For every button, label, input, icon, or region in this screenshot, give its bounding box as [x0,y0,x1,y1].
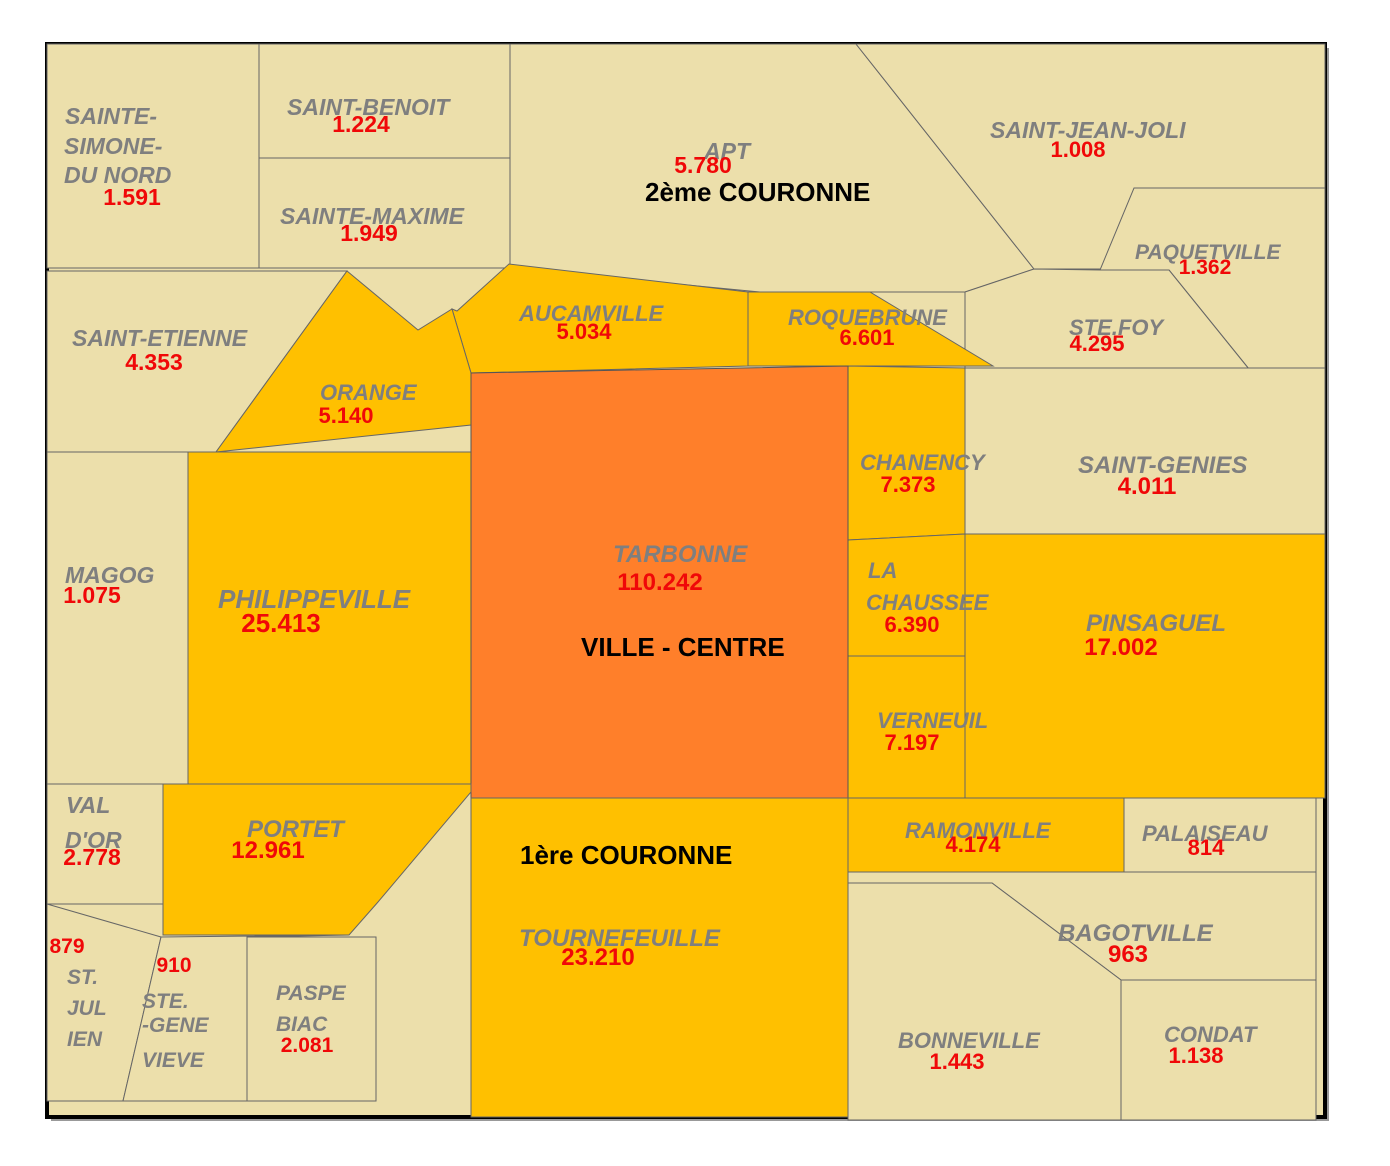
svg-text:1.008: 1.008 [1050,137,1105,162]
svg-text:2.081: 2.081 [281,1034,334,1057]
svg-text:2.778: 2.778 [63,844,121,870]
svg-text:SAINT-ETIENNE: SAINT-ETIENNE [72,325,248,351]
svg-text:1.138: 1.138 [1168,1043,1223,1068]
svg-text:4.174: 4.174 [945,832,1001,857]
svg-text:25.413: 25.413 [241,608,321,638]
svg-text:1.443: 1.443 [929,1049,984,1074]
svg-text:STE.: STE. [142,990,189,1013]
svg-text:12.961: 12.961 [231,837,304,864]
svg-text:TARBONNE: TARBONNE [613,541,748,568]
svg-text:4.353: 4.353 [125,349,183,375]
svg-text:ST.: ST. [67,966,98,989]
svg-text:4.011: 4.011 [1118,473,1177,500]
svg-text:-GENE: -GENE [142,1014,210,1037]
svg-text:1ère COURONNE: 1ère COURONNE [520,840,732,870]
svg-text:879: 879 [49,935,84,958]
svg-text:6.390: 6.390 [884,612,939,637]
svg-text:VAL: VAL [66,792,110,818]
svg-text:BIAC: BIAC [276,1013,328,1036]
svg-text:5.034: 5.034 [556,319,612,344]
svg-text:SAINTE-: SAINTE- [65,103,157,129]
svg-text:6.601: 6.601 [839,325,894,350]
svg-text:1.362: 1.362 [1179,256,1232,279]
svg-text:23.210: 23.210 [561,944,634,971]
svg-text:1.224: 1.224 [332,111,390,137]
svg-text:910: 910 [156,954,191,977]
svg-text:5.140: 5.140 [318,403,373,428]
svg-text:7.197: 7.197 [884,730,939,755]
svg-text:5.780: 5.780 [674,152,732,178]
svg-text:17.002: 17.002 [1084,634,1157,661]
svg-text:IEN: IEN [67,1028,103,1051]
svg-text:PINSAGUEL: PINSAGUEL [1086,610,1226,637]
svg-text:LA: LA [868,558,897,583]
svg-text:814: 814 [1188,835,1225,860]
svg-text:110.242: 110.242 [617,569,702,596]
svg-text:7.373: 7.373 [880,472,935,497]
svg-text:VIEVE: VIEVE [142,1049,205,1072]
svg-text:SIMONE-: SIMONE- [64,133,162,159]
svg-text:1.591: 1.591 [103,184,161,210]
svg-text:1.949: 1.949 [340,220,398,246]
svg-text:963: 963 [1108,941,1148,968]
svg-text:ORANGE: ORANGE [320,380,418,405]
svg-text:JUL: JUL [67,997,107,1020]
svg-text:VILLE - CENTRE: VILLE - CENTRE [581,632,785,662]
svg-text:2ème COURONNE: 2ème COURONNE [645,177,870,207]
svg-text:1.075: 1.075 [63,582,121,608]
svg-text:4.295: 4.295 [1069,331,1124,356]
svg-text:PASPE: PASPE [276,982,347,1005]
